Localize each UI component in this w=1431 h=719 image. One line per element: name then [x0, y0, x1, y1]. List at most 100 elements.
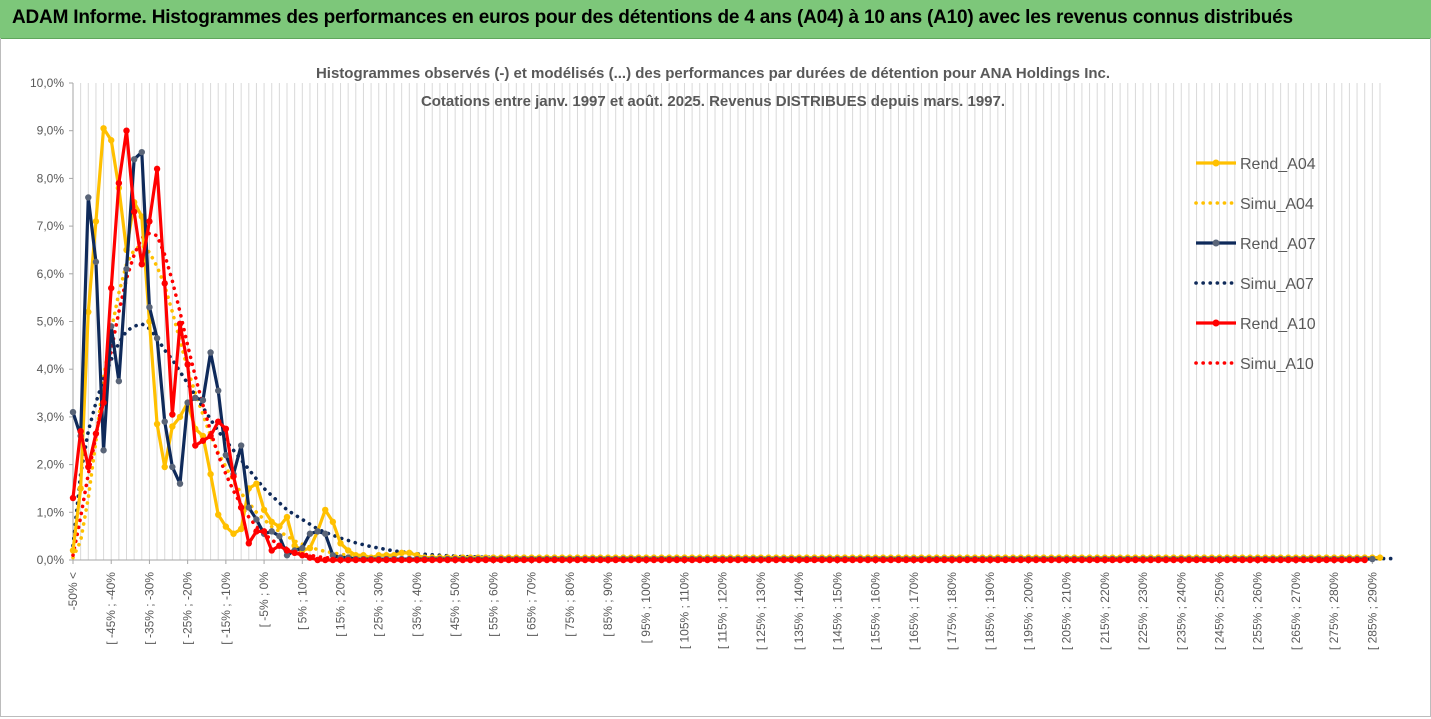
x-tick-label: [ 75% ; 80% [563, 572, 577, 637]
data-point [1369, 555, 1376, 563]
data-point [780, 556, 788, 564]
legend: Rend_A04 Simu_A04 Rend_A07 Simu_A07 Rend_A10… [1194, 156, 1316, 373]
data-point [406, 549, 413, 557]
legend-label: Simu_A04 [1240, 196, 1314, 213]
y-tick-label: 10,0% [30, 76, 64, 90]
data-point [612, 556, 619, 564]
data-point [1162, 556, 1170, 564]
data-point [1376, 554, 1384, 561]
data-point [1025, 556, 1032, 564]
data-point [253, 528, 260, 535]
legend-marker [1212, 319, 1220, 327]
data-point [1330, 556, 1338, 564]
data-point [986, 556, 994, 564]
data-point [337, 540, 344, 547]
data-point [207, 470, 214, 478]
x-tick-label: [ -45% ; -40% [104, 572, 118, 645]
y-tick-label: 7,0% [37, 219, 65, 233]
data-point [367, 556, 375, 564]
data-point [436, 556, 444, 564]
data-point [429, 556, 436, 564]
data-point [100, 399, 107, 406]
x-tick-label: [ 85% ; 90% [601, 572, 615, 637]
data-point [1292, 556, 1300, 564]
legend-label: Simu_A10 [1240, 356, 1314, 373]
x-tick-label: [ 125% ; 130% [754, 572, 768, 650]
data-point [1216, 556, 1223, 564]
data-point [658, 556, 665, 564]
legend-item-rend-a07: Rend_A07 [1196, 236, 1316, 253]
data-point [421, 556, 428, 564]
data-point [237, 442, 245, 449]
data-point [146, 303, 153, 311]
data-point [268, 547, 275, 554]
data-point [215, 418, 222, 425]
data-point [643, 556, 650, 564]
data-point [742, 556, 749, 564]
data-point [482, 556, 489, 564]
data-point [322, 506, 329, 514]
data-point [841, 556, 849, 564]
x-tick-label: [ -15% ; -10% [219, 572, 233, 645]
data-point [750, 556, 757, 564]
data-point [834, 556, 841, 564]
data-point [497, 556, 505, 564]
data-point [352, 556, 359, 564]
data-point [1201, 556, 1208, 564]
x-tick-label: [ 105% ; 110% [677, 572, 691, 649]
data-point [108, 284, 115, 292]
data-point [1178, 556, 1185, 564]
data-point [1277, 556, 1284, 564]
data-point [536, 556, 543, 564]
data-point [956, 556, 963, 564]
x-tick-label: [ -25% ; -20% [181, 572, 195, 645]
data-point [711, 556, 719, 564]
data-point [245, 504, 252, 511]
data-point [306, 554, 314, 561]
data-point [329, 552, 337, 559]
data-point [207, 432, 214, 440]
data-point [1193, 556, 1200, 564]
data-point [291, 542, 298, 549]
data-point [788, 556, 795, 564]
data-point [1361, 556, 1368, 564]
data-point [299, 544, 306, 552]
data-point [1147, 556, 1154, 564]
x-tick-labels: -50% < [ -45% ; -40% [ -35% ; -30% [ -25% ;… [66, 560, 1379, 650]
data-point [627, 556, 635, 564]
x-tick-label: [ 95% ; 100% [639, 572, 653, 644]
x-tick-label: [ 245% ; 250% [1212, 572, 1226, 650]
legend-item-rend-a10: Rend_A10 [1196, 316, 1316, 333]
data-point [375, 556, 382, 564]
x-tick-label: [ 265% ; 270% [1289, 572, 1303, 650]
data-point [153, 165, 161, 173]
series-rend-a04 [69, 125, 1384, 561]
data-point [910, 556, 917, 564]
data-point [1170, 556, 1177, 564]
data-point [566, 556, 574, 564]
series-rend-a10 [69, 127, 1368, 564]
data-point [1078, 556, 1086, 564]
vertical-gridlines [72, 83, 1381, 560]
x-tick-label: [ 225% ; 230% [1136, 572, 1150, 650]
x-tick-label: [ 15% ; 20% [334, 572, 348, 637]
data-point [344, 547, 352, 554]
data-point [115, 179, 123, 187]
data-point [314, 556, 321, 564]
data-point [1262, 556, 1269, 564]
data-point [925, 556, 933, 564]
data-point [306, 544, 314, 552]
data-point [719, 556, 726, 564]
data-point [1185, 556, 1193, 564]
x-tick-label: [ -5% ; 0% [257, 572, 271, 628]
data-point [1063, 556, 1070, 564]
legend-label: Rend_A07 [1240, 236, 1316, 253]
data-point [398, 556, 405, 564]
data-point [558, 556, 566, 564]
data-point [176, 413, 184, 421]
data-point [757, 556, 765, 564]
data-point [811, 556, 818, 564]
data-point [276, 523, 283, 530]
data-point [1346, 556, 1353, 564]
